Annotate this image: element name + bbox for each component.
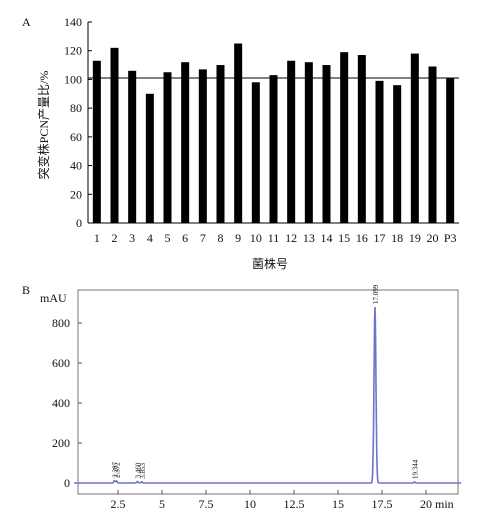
panel-a-bar <box>145 93 154 224</box>
panel-a-x-tick-label: 18 <box>391 231 403 245</box>
panel-a-x-tick-label: 9 <box>235 231 241 245</box>
panel-a-bar <box>110 47 119 223</box>
panel-a-y-tick-label: 20 <box>70 187 82 201</box>
panel-a-y-tick-label: 40 <box>70 159 82 173</box>
panel-a-x-tick-label: 8 <box>218 231 224 245</box>
panel-b-y-tick-label: 600 <box>52 356 70 370</box>
panel-a-x-tick-label: 13 <box>303 231 315 245</box>
panel-a-bar <box>287 60 296 224</box>
panel-a-x-tick-label: 3 <box>129 231 135 245</box>
panel-a-bar <box>181 62 190 224</box>
panel-b-frame <box>77 289 459 495</box>
panel-a-bar <box>92 60 101 224</box>
panel-a-x-tick-label: 14 <box>321 231 333 245</box>
panel-b-chromatogram: 0 200 400 600 800 2.5 5 7.5 10 12.5 15 17.5 20 2.2872… <box>52 284 462 511</box>
panel-b-x-tick-label: 2.5 <box>111 497 126 511</box>
panel-a-bar <box>322 65 331 223</box>
panel-a-x-tick-label: 12 <box>285 231 297 245</box>
panel-b-peak-label: 17.099 <box>372 284 380 304</box>
panel-b-y-tick-label: 400 <box>52 396 70 410</box>
panel-b-x-tick-label: 12.5 <box>284 497 305 511</box>
panel-a-y-tick-label: 80 <box>70 101 82 115</box>
panel-b-y-tick-label: 800 <box>52 316 70 330</box>
panel-a-x-tick-label: 11 <box>268 231 280 245</box>
panel-a-bar <box>446 77 455 223</box>
panel-b-x-tick-label: 5 <box>159 497 165 511</box>
panel-b-peak-label: 3.460 <box>134 462 142 478</box>
panel-b-label: B <box>22 283 30 297</box>
panel-b-trace <box>74 306 462 484</box>
panel-b-y-tick-label: 200 <box>52 436 70 450</box>
panel-a-bar <box>428 66 437 223</box>
panel-a-y-tick-label: 0 <box>76 216 82 230</box>
panel-b-xlabel: min <box>435 497 454 511</box>
panel-b-peak-label: 2.372 <box>114 462 122 478</box>
panel-a-bar <box>163 72 172 223</box>
panel-a-y-tick-label: 100 <box>64 72 82 86</box>
panel-a-x-tick-label: 16 <box>356 231 368 245</box>
panel-a-bar <box>216 65 225 223</box>
panel-a-bar <box>375 80 384 223</box>
panel-a-x-tick-label: 6 <box>182 231 188 245</box>
panel-b-peak-label: 2.287 <box>111 461 119 477</box>
panel-a-y-tick-label: 60 <box>70 130 82 144</box>
panel-a-y-tick-label: 120 <box>64 44 82 58</box>
panel-a-bar <box>304 62 313 224</box>
panel-a-xlabel: 菌株号 <box>252 256 288 271</box>
panel-b-x-tick-label: 17.5 <box>372 497 393 511</box>
panel-a-bar <box>128 70 137 223</box>
panel-a-bar <box>393 85 402 224</box>
panel-a-x-tick-label: 4 <box>147 231 153 245</box>
panel-a-x-tick-label: 5 <box>165 231 171 245</box>
panel-a-bar <box>340 52 349 224</box>
panel-a-x-tick-label: 7 <box>200 231 206 245</box>
panel-b-x-tick-label: 15 <box>332 497 344 511</box>
panel-a-bar <box>410 53 419 224</box>
panel-b-x-tick-label: 10 <box>244 497 256 511</box>
panel-a-x-tick-label: 2 <box>112 231 118 245</box>
panel-a-label: A <box>22 15 31 29</box>
panel-a-bar <box>357 55 366 224</box>
panel-b-peak-label: 19.344 <box>411 459 419 479</box>
panel-a-x-tick-label: 20 <box>427 231 439 245</box>
panel-b-ylabel: mAU <box>40 291 67 305</box>
panel-b-x-tick-label: 20 <box>420 497 432 511</box>
panel-a-x-tick-label: 17 <box>374 231 386 245</box>
panel-a-ylabel: 突变株PCN产量比/% <box>36 71 51 180</box>
panel-a-x-tick-label: P3 <box>444 231 457 245</box>
panel-a-y-tick-label: 140 <box>64 15 82 29</box>
panel-a-bar <box>198 69 207 223</box>
panel-a-x-tick-label: 19 <box>409 231 421 245</box>
panel-a-x-tick-label: 1 <box>94 231 100 245</box>
panel-b-x-tick-label: 7.5 <box>199 497 214 511</box>
panel-b-peak-label: 3.853 <box>139 463 147 479</box>
panel-a-bar <box>234 43 243 224</box>
panel-a-x-tick-label: 10 <box>250 231 262 245</box>
panel-a-x-tick-label: 15 <box>338 231 350 245</box>
panel-a-bar <box>269 75 278 223</box>
panel-a-bar <box>251 82 260 223</box>
panel-b-y-tick-label: 0 <box>64 476 70 490</box>
